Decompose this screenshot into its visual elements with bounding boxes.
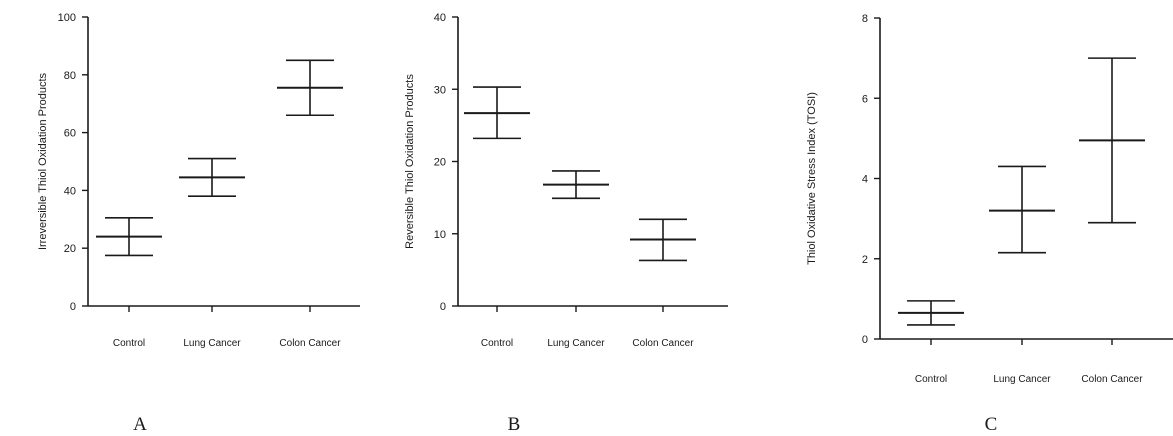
y-axis-title: Irreversible Thiol Oxidation Products — [37, 72, 49, 250]
y-tick-label: 20 — [434, 157, 446, 169]
panel-letter-b: B — [508, 414, 521, 435]
panel-b: 0 10 20 30 40 Reversible Thiol Oxidation Prod… — [404, 12, 728, 349]
y-tick-label: 0 — [862, 334, 868, 346]
y-tick-label: 6 — [862, 93, 868, 105]
x-tick-label: Colon Cancer — [1081, 374, 1143, 385]
panel-letter-c: C — [985, 414, 998, 435]
y-tick-label: 20 — [64, 243, 76, 255]
y-tick-label: 40 — [64, 185, 76, 197]
y-tick-label: 2 — [862, 254, 868, 266]
x-tick-label: Control — [915, 374, 947, 385]
x-tick-label: Lung Cancer — [547, 338, 605, 349]
y-tick-label: 0 — [440, 301, 446, 313]
x-tick-label: Colon Cancer — [279, 338, 341, 349]
x-tick-label: Control — [113, 338, 145, 349]
y-tick-label: 30 — [434, 84, 446, 96]
y-tick-label: 60 — [64, 128, 76, 140]
y-tick-label: 100 — [58, 12, 76, 24]
x-tick-label: Control — [481, 338, 513, 349]
x-tick-label: Colon Cancer — [632, 338, 694, 349]
y-tick-label: 8 — [862, 13, 868, 25]
x-tick-label: Lung Cancer — [183, 338, 241, 349]
y-tick-label: 80 — [64, 70, 76, 82]
panel-c: 0 2 4 6 8 Thiol Oxidative Stress Index (TOSI)… — [806, 13, 1173, 385]
panel-letter-a: A — [133, 414, 147, 435]
y-tick-label: 4 — [862, 174, 868, 186]
x-tick-label: Lung Cancer — [993, 374, 1051, 385]
panel-a: 0 20 40 60 80 100 Irreversible Thiol Oxidation… — [37, 12, 360, 349]
y-axis-title: Reversible Thiol Oxidation Products — [404, 74, 416, 249]
y-tick-label: 10 — [434, 229, 446, 241]
y-axis-title: Thiol Oxidative Stress Index (TOSI) — [806, 92, 818, 265]
y-tick-label: 40 — [434, 12, 446, 24]
y-tick-label: 0 — [70, 301, 76, 313]
